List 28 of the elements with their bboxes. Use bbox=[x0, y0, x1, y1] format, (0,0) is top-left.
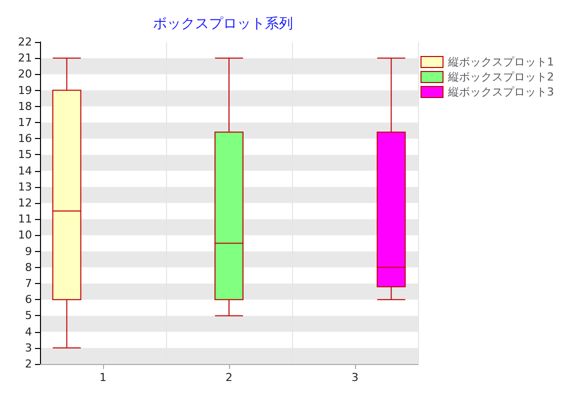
y-tick-label: 11 bbox=[18, 212, 32, 226]
y-tick-label: 18 bbox=[18, 100, 32, 113]
y-tick-label: 8 bbox=[25, 260, 32, 274]
legend-label: 縦ボックスプロット2 bbox=[447, 70, 554, 84]
legend-label: 縦ボックスプロット1 bbox=[447, 56, 554, 68]
y-tick-label: 21 bbox=[18, 52, 32, 65]
x-tick-label: 2 bbox=[226, 371, 232, 384]
y-tick-label: 2 bbox=[25, 358, 32, 370]
y-tick-label: 5 bbox=[25, 309, 32, 322]
y-tick-label: 20 bbox=[18, 68, 32, 81]
y-tick-label: 4 bbox=[25, 325, 32, 338]
x-tick-label: 3 bbox=[352, 371, 358, 384]
chart-title: ボックスプロット系列 bbox=[153, 16, 293, 32]
y-tick-label: 13 bbox=[18, 180, 32, 194]
legend-label: 縦ボックスプロット3 bbox=[447, 86, 554, 98]
y-tick-label: 15 bbox=[18, 148, 32, 162]
y-tick-label: 14 bbox=[18, 164, 32, 178]
y-tick-label: 16 bbox=[18, 132, 32, 146]
y-tick-label: 3 bbox=[25, 341, 32, 354]
y-tick-label: 6 bbox=[25, 293, 32, 306]
y-tick-label: 12 bbox=[18, 196, 32, 210]
x-tick-label: 1 bbox=[100, 371, 106, 384]
y-tick-label: 9 bbox=[25, 244, 32, 258]
y-tick-label: 10 bbox=[18, 228, 32, 242]
y-tick-label: 7 bbox=[25, 277, 32, 290]
y-tick-label: 19 bbox=[18, 84, 32, 97]
y-tick-label: 22 bbox=[18, 36, 32, 48]
y-tick-label: 17 bbox=[18, 116, 32, 129]
